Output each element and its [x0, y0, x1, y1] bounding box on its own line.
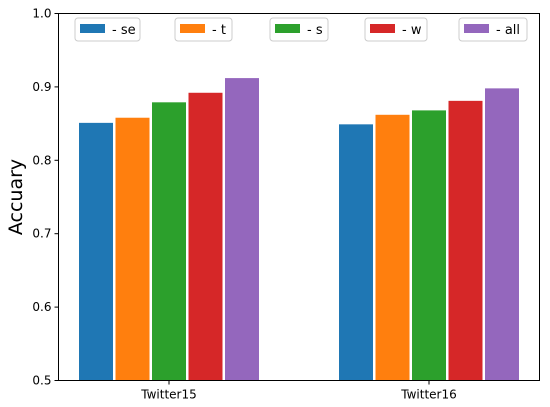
legend-swatch: [80, 24, 105, 33]
bar-twitter15-3: [152, 102, 186, 381]
bar-twitter15-5: [225, 78, 259, 381]
bar-twitter16-4: [448, 100, 483, 381]
y-tick-label: 0.5: [32, 374, 51, 388]
x-axis-ticks: Twitter15 Twitter16: [140, 380, 457, 402]
y-tick-label: 0.6: [32, 300, 51, 314]
plot-frame: [58, 13, 540, 381]
legend-label: - t: [212, 23, 226, 38]
y-axis-ticks: 0.5 0.6 0.7 0.8 0.9 1.0: [32, 7, 59, 388]
bar-twitter16-3: [412, 110, 446, 381]
legend-swatch: [180, 24, 205, 33]
legend-label: - w: [402, 23, 422, 38]
bar-twitter16-1: [339, 124, 373, 381]
bars-layer: [79, 78, 519, 381]
legend-entry: - s: [269, 17, 329, 42]
bar-twitter16-2: [375, 114, 410, 381]
legend-entry: - t: [174, 17, 233, 42]
x-tick-label: Twitter16: [400, 388, 457, 402]
y-tick-label: 0.8: [32, 153, 51, 167]
bar-twitter16-5: [485, 88, 519, 381]
y-axis-label: Accuary: [5, 159, 27, 235]
legend-label: - se: [112, 23, 136, 38]
legend-box: [364, 17, 428, 42]
legend-label: - all: [496, 23, 520, 38]
legend-box: [74, 17, 141, 42]
legend-entry: - w: [364, 17, 428, 42]
y-tick-label: 0.7: [32, 227, 51, 241]
legend-entry: - all: [458, 17, 528, 42]
bar-twitter15-1: [79, 122, 113, 381]
legend-entry: - se: [74, 17, 141, 42]
legend-swatch: [464, 24, 489, 33]
legend: - se - t - s - w - all: [74, 17, 528, 42]
bar-twitter15-4: [188, 92, 223, 381]
x-tick-label: Twitter15: [140, 388, 197, 402]
legend-box: [458, 17, 528, 42]
y-tick-label: 0.9: [32, 80, 51, 94]
legend-swatch: [370, 24, 395, 33]
legend-swatch: [275, 24, 300, 33]
y-tick-label: 1.0: [32, 7, 51, 21]
bar-twitter15-2: [115, 117, 150, 381]
legend-label: - s: [307, 23, 323, 38]
